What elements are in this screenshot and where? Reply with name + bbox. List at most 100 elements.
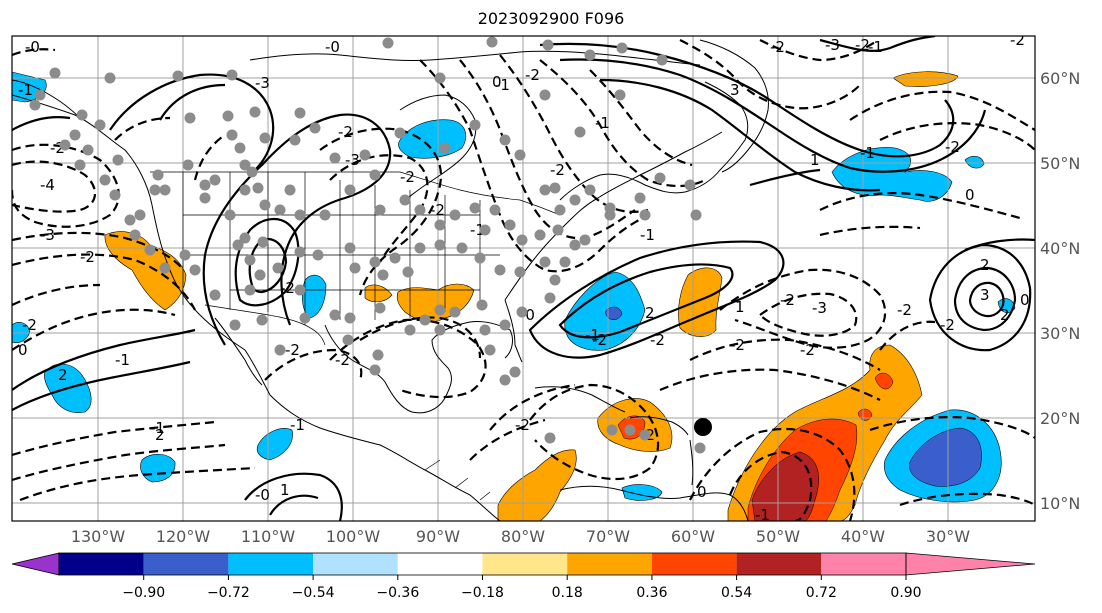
contour-pacific-trough4 xyxy=(12,283,101,306)
contours-dashed xyxy=(12,39,1035,521)
contour-pacific-small2 xyxy=(269,494,319,516)
observation-point xyxy=(516,234,528,246)
observation-point xyxy=(414,204,426,216)
coastlines xyxy=(12,39,769,521)
observation-point xyxy=(544,292,556,304)
contour-label: -2 xyxy=(592,331,607,349)
colorbar-tick-label: −0.36 xyxy=(376,585,419,601)
contours-solid xyxy=(12,36,1035,521)
contour-label: 3 xyxy=(980,286,990,304)
contour-north-small xyxy=(819,36,936,52)
contour-label: -3 xyxy=(255,74,270,92)
observation-point xyxy=(112,154,124,166)
observation-point xyxy=(584,184,596,196)
observation-point xyxy=(76,109,88,121)
contour-label: 0 xyxy=(697,483,707,501)
observation-point xyxy=(256,314,268,326)
lat-label: 10°N xyxy=(1040,494,1080,513)
contour-label: -2 xyxy=(730,336,745,354)
contour-rockies-ridge xyxy=(202,113,392,346)
contour-label: 1 xyxy=(280,481,290,499)
contour-label: 0 xyxy=(492,73,502,91)
coast-florida xyxy=(504,299,523,363)
contour-label: -2 xyxy=(945,138,960,156)
contour-label: -2 xyxy=(1010,31,1025,49)
lat-label: 40°N xyxy=(1040,239,1080,258)
observation-point xyxy=(229,319,241,331)
observation-point xyxy=(389,252,401,264)
contour-gulf-alaska xyxy=(12,116,71,131)
colorbar-extend-left xyxy=(11,552,60,576)
observation-points xyxy=(29,36,706,454)
contour-label: -1 xyxy=(290,416,305,434)
observation-point xyxy=(369,169,381,181)
observation-point xyxy=(224,209,236,221)
observation-point xyxy=(639,429,651,441)
observation-point xyxy=(486,36,498,48)
observation-point xyxy=(449,209,461,221)
lon-label: 120°W xyxy=(156,527,211,546)
map-frame xyxy=(11,35,1036,522)
observation-point xyxy=(514,266,526,278)
colorbar-tick-label: −0.18 xyxy=(461,585,504,601)
contour-north-atlantic-dash xyxy=(849,90,1035,131)
observation-point xyxy=(99,174,111,186)
contour-label: -2 xyxy=(780,291,795,309)
contour-pacific-outer xyxy=(12,328,196,391)
contour-label: -2 xyxy=(80,248,95,266)
lon-label: 60°W xyxy=(671,527,715,546)
lon-label: 30°W xyxy=(926,527,970,546)
contour-east-outer xyxy=(964,238,1035,252)
colorbar-segment xyxy=(736,553,822,575)
contour-north-small2 xyxy=(159,83,226,121)
observation-point xyxy=(299,312,311,324)
observation-point xyxy=(226,129,238,141)
contour-north-atlantic xyxy=(539,42,955,158)
contour-label: -2 xyxy=(400,168,415,186)
observation-point xyxy=(222,110,234,122)
observation-point xyxy=(234,142,246,154)
coast-alaska xyxy=(12,79,81,119)
colorbar-tick-label: 0.90 xyxy=(890,585,921,601)
contour-label: -1 xyxy=(755,506,770,524)
contour-pacific-south2 xyxy=(12,420,216,457)
observation-point xyxy=(404,324,416,336)
observation-point xyxy=(182,159,194,171)
observation-point xyxy=(104,72,116,84)
contour-label: -2 xyxy=(855,36,870,54)
contour-gulf-region2 xyxy=(359,316,482,359)
observation-point xyxy=(144,244,156,256)
observation-point xyxy=(656,54,668,66)
longitude-labels: 130°W 120°W 110°W 100°W 90°W 80°W 70°W 6… xyxy=(71,527,970,546)
contour-tropical-low2 xyxy=(689,427,856,521)
contour-atlantic-dipole xyxy=(528,240,785,359)
map-area: -0 -1 -2 -4 -3 -2 2 -1 0 -2 -0 -3 -2 -3 … xyxy=(12,31,1035,524)
observation-point xyxy=(494,264,506,276)
observation-point xyxy=(639,209,651,221)
lat-label: 30°N xyxy=(1040,324,1080,343)
contour-canada-trough xyxy=(319,127,443,296)
contour-label: -1 xyxy=(595,114,610,132)
colorbar-tick-label: 0.36 xyxy=(636,585,667,601)
contour-north-atlantic2 xyxy=(559,58,987,173)
anomaly-red-small-a xyxy=(874,372,894,390)
anomaly-blue-north-atlantic xyxy=(831,147,953,202)
contour-caribbean4 xyxy=(19,466,256,502)
contour-eastern-trough4 xyxy=(539,59,706,188)
observation-point xyxy=(579,234,591,246)
contour-north-atlantic4 xyxy=(749,168,821,187)
observation-point xyxy=(569,194,581,206)
observation-point xyxy=(394,127,406,139)
coast-hispaniola xyxy=(629,416,689,436)
observation-point xyxy=(239,232,251,244)
lon-label: 40°W xyxy=(841,527,885,546)
contour-pacific-outer2 xyxy=(12,360,191,411)
coast-arctic xyxy=(249,50,701,66)
observation-point xyxy=(232,239,244,251)
lat-label: 20°N xyxy=(1040,409,1080,428)
observation-point xyxy=(319,209,331,221)
contour-label: -2 xyxy=(650,331,665,349)
contour-pacific-trough3 xyxy=(12,308,176,351)
contour-label: -1 xyxy=(150,419,165,437)
contour-mid-atlantic2 xyxy=(758,292,858,337)
